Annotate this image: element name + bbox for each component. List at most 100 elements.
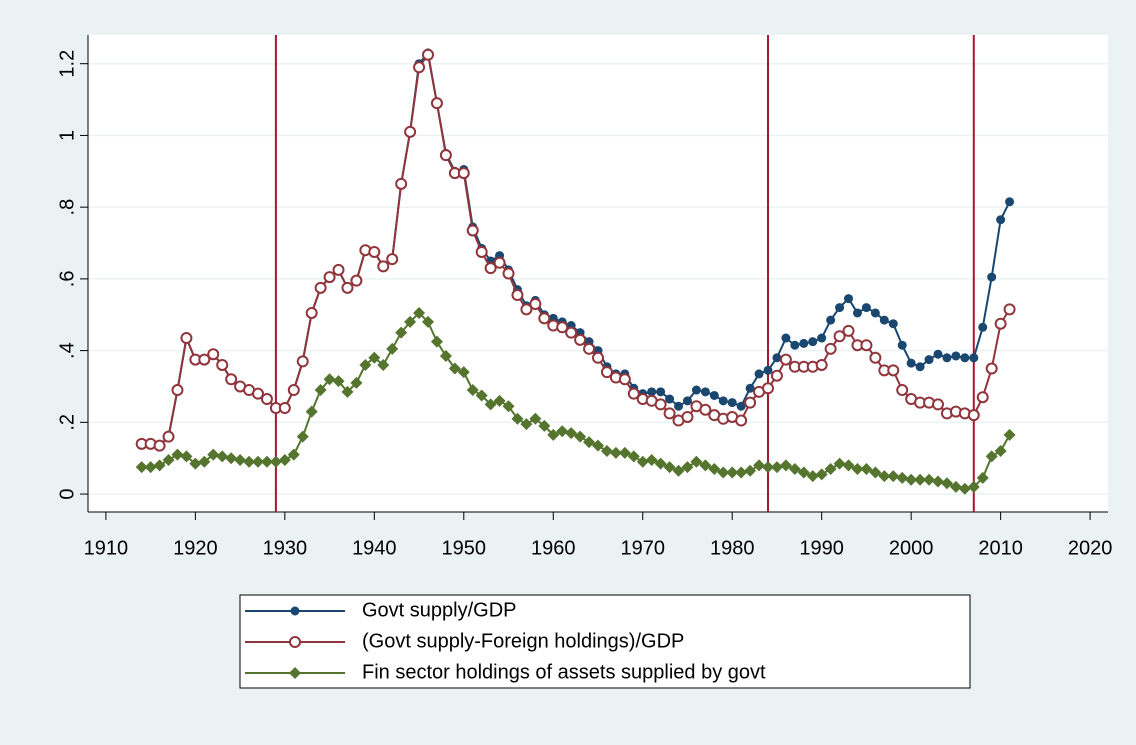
data-point: [996, 215, 1006, 225]
data-point: [368, 351, 381, 364]
y-tick-label: .8: [56, 199, 78, 216]
data-point: [252, 387, 264, 400]
data-point: [824, 462, 837, 475]
data-point: [359, 358, 372, 371]
data-point: [808, 337, 818, 347]
data-point: [592, 351, 604, 364]
data-point: [674, 401, 684, 411]
plot-area: [88, 35, 1108, 512]
data-point: [745, 383, 755, 393]
data-point: [940, 477, 953, 490]
data-point: [332, 263, 345, 276]
data-point: [430, 335, 443, 348]
data-point: [905, 473, 918, 486]
data-point: [1003, 303, 1016, 316]
data-point: [663, 407, 676, 420]
data-point: [377, 358, 390, 371]
data-point: [341, 385, 354, 398]
data-point: [439, 349, 452, 362]
data-point: [341, 281, 354, 294]
data-point: [888, 319, 898, 329]
data-point: [833, 457, 846, 470]
data-point: [547, 428, 560, 441]
legend-marker: [289, 636, 301, 648]
data-point: [932, 398, 944, 411]
data-point: [709, 390, 719, 400]
data-point: [967, 480, 980, 493]
data-point: [350, 274, 363, 287]
data-point: [851, 462, 864, 475]
data-point: [618, 373, 631, 386]
data-point: [987, 272, 997, 282]
data-point: [153, 459, 166, 472]
data-point: [216, 450, 229, 463]
data-point: [368, 245, 381, 258]
data-point: [879, 315, 889, 325]
data-point: [556, 321, 569, 334]
data-point: [736, 401, 746, 411]
data-point: [852, 308, 862, 318]
data-point: [493, 256, 506, 269]
data-point: [645, 453, 658, 466]
data-point: [790, 340, 800, 350]
data-point: [815, 358, 828, 371]
data-point: [708, 462, 721, 475]
data-point: [896, 384, 909, 397]
data-point: [511, 289, 524, 302]
data-point: [994, 445, 1007, 458]
data-point: [762, 461, 774, 474]
x-tick-label: 2000: [889, 537, 934, 559]
data-point: [681, 410, 694, 423]
data-point: [772, 353, 782, 363]
data-point: [835, 303, 845, 313]
data-point: [969, 353, 979, 363]
data-point: [287, 448, 300, 461]
data-point: [162, 453, 175, 466]
data-point: [502, 400, 515, 413]
data-point: [234, 453, 247, 466]
data-point: [842, 459, 855, 472]
legend-marker: [290, 606, 300, 616]
data-point: [797, 466, 810, 479]
data-point: [824, 342, 837, 355]
data-point: [951, 351, 961, 361]
data-point: [779, 353, 792, 366]
data-point: [781, 333, 791, 343]
data-point: [681, 461, 694, 474]
data-point: [842, 324, 855, 337]
data-point: [278, 453, 291, 466]
data-point: [779, 459, 792, 472]
data-point: [556, 425, 569, 438]
data-point: [770, 461, 783, 474]
data-point: [305, 405, 318, 418]
data-point: [718, 396, 728, 406]
data-point: [815, 468, 828, 481]
data-point: [377, 260, 390, 273]
data-point: [529, 412, 542, 425]
data-point: [691, 385, 701, 395]
data-point: [976, 471, 989, 484]
y-tick-label: .4: [56, 342, 78, 359]
data-point: [386, 342, 399, 355]
data-point: [448, 362, 461, 375]
data-point: [323, 373, 336, 386]
data-point: [269, 455, 282, 468]
data-point: [844, 294, 854, 304]
data-point: [529, 297, 542, 310]
data-point: [296, 430, 309, 443]
data-point: [699, 403, 712, 416]
data-point: [942, 353, 952, 363]
data-point: [924, 355, 934, 365]
x-tick-label: 2020: [1068, 537, 1113, 559]
y-tick-label: 1: [56, 130, 78, 141]
data-point: [538, 419, 551, 432]
data-point: [897, 340, 907, 350]
data-point: [538, 312, 551, 325]
data-point: [404, 315, 417, 328]
x-tick-label: 1930: [263, 537, 308, 559]
data-point: [656, 387, 666, 397]
data-point: [484, 262, 497, 275]
data-point: [735, 466, 748, 479]
data-point: [799, 338, 809, 348]
